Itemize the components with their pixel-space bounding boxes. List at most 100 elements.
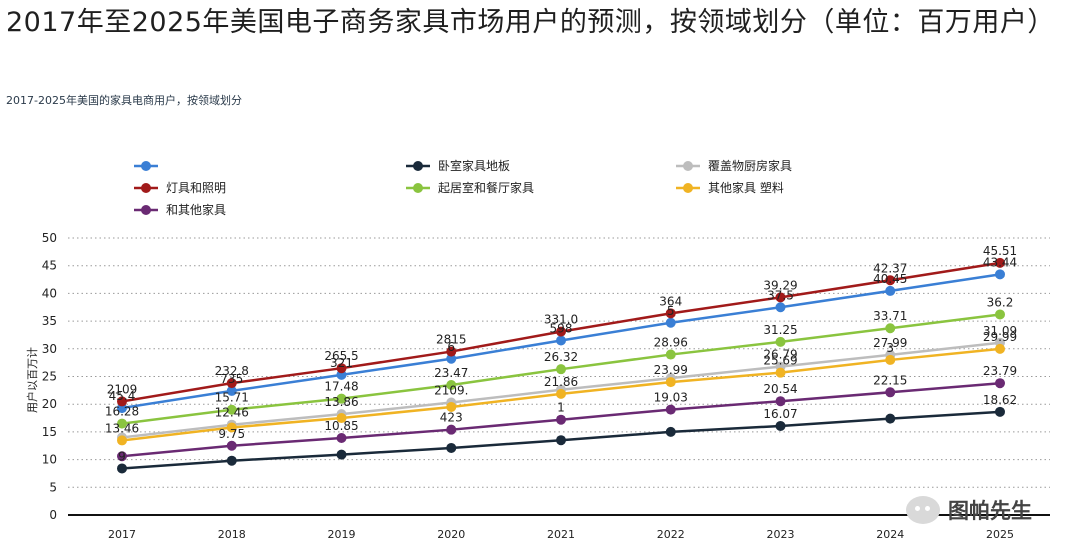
- y-tick-label: 5: [49, 480, 57, 494]
- series-group: [117, 257, 1005, 407]
- data-label: 21.86: [544, 375, 578, 389]
- data-label: 9.75: [218, 427, 245, 441]
- y-tick-label: 10: [42, 453, 57, 467]
- data-point: [117, 418, 127, 429]
- data-point: [117, 451, 127, 462]
- data-label: 25.69: [763, 354, 797, 368]
- legend-swatch-marker: [413, 183, 423, 193]
- legend-swatch-marker: [141, 183, 151, 193]
- x-tick-label: 2022: [657, 528, 685, 541]
- x-tick-label: 2025: [986, 528, 1014, 541]
- data-label: 423: [440, 411, 463, 425]
- data-point: [665, 426, 676, 437]
- data-point: [665, 377, 676, 388]
- data-point: [556, 435, 566, 446]
- y-tick-label: 15: [42, 425, 57, 439]
- y-tick-label: 50: [42, 231, 57, 245]
- legend-item: 灯具和照明: [134, 181, 226, 195]
- wechat-icon: [906, 496, 940, 524]
- data-point: [446, 379, 457, 390]
- series-group: [117, 406, 1005, 474]
- legend-item: 其他家具 塑料: [676, 180, 784, 195]
- data-point: [885, 387, 896, 398]
- x-tick-label: 2020: [437, 528, 465, 541]
- data-point: [226, 440, 237, 451]
- series-group: [117, 343, 1005, 446]
- y-tick-label: 35: [42, 314, 57, 328]
- legend-swatch-marker: [683, 161, 693, 171]
- data-point: [995, 309, 1005, 320]
- watermark: 图帕先生: [906, 495, 1032, 525]
- data-point: [885, 323, 896, 334]
- data-label: 3: [886, 341, 894, 355]
- data-point: [226, 422, 237, 433]
- data-label: 42.37: [873, 261, 907, 275]
- data-point: [446, 442, 457, 453]
- data-point: [775, 367, 786, 378]
- legend-item: [134, 161, 158, 171]
- data-label: 16.07: [763, 407, 797, 421]
- watermark-text: 图帕先生: [948, 499, 1032, 523]
- data-label: 26.32: [544, 350, 578, 364]
- data-label: 17.48: [324, 380, 358, 394]
- data-point: [556, 414, 566, 425]
- data-label: 31.25: [763, 323, 797, 337]
- data-point: [226, 385, 237, 396]
- data-label: 1: [557, 401, 565, 415]
- data-point: [117, 435, 127, 446]
- data-point: [995, 406, 1005, 417]
- data-label: 321: [330, 356, 353, 370]
- legend-swatch-marker: [413, 161, 423, 171]
- data-label: 39.29: [763, 278, 797, 292]
- data-point: [446, 424, 457, 435]
- data-point: [775, 292, 786, 303]
- data-label: 5: [667, 304, 675, 318]
- data-point: [556, 388, 566, 399]
- data-label: 29.99: [983, 330, 1017, 344]
- data-label: 40.45: [873, 272, 907, 286]
- legend-label: 灯具和照明: [166, 181, 226, 195]
- legend-label: 其他家具 塑料: [708, 180, 784, 195]
- y-tick-label: 30: [42, 342, 57, 356]
- legend-label: 覆盖物厨房家具: [708, 158, 792, 173]
- data-label: 9: [118, 449, 126, 463]
- legend-item: 和其他家具: [134, 202, 226, 217]
- series-lines: [117, 257, 1005, 474]
- data-point: [556, 326, 566, 337]
- data-label: 16.28: [105, 405, 139, 419]
- chart-subtitle: 2017-2025年美国的家具电商用户，按领域划分: [6, 94, 242, 107]
- y-axis-label: 用户以百万计: [25, 347, 39, 413]
- data-point: [995, 343, 1005, 354]
- data-point: [336, 393, 347, 404]
- data-label: 23.79: [983, 364, 1017, 378]
- data-label: 33.71: [873, 309, 907, 323]
- data-point: [665, 404, 676, 415]
- data-label: 2815: [436, 333, 467, 347]
- data-label: 735: [220, 372, 243, 386]
- data-point: [885, 275, 896, 286]
- x-tick-label: 2021: [547, 528, 575, 541]
- data-point: [995, 378, 1005, 389]
- data-label: 12.46: [215, 406, 249, 420]
- data-label: 43.44: [983, 255, 1017, 269]
- x-tick-label: 2024: [876, 528, 904, 541]
- data-label: 45.4: [109, 389, 136, 403]
- grid-lines: [68, 237, 1050, 488]
- legend-item: 起居室和餐厅家具: [406, 180, 534, 195]
- data-point: [336, 413, 347, 424]
- data-point: [336, 449, 347, 460]
- legend-label: 卧室家具地板: [438, 158, 510, 173]
- data-label: 331.0: [544, 313, 578, 327]
- data-label: 36.2: [987, 295, 1014, 309]
- data-point: [226, 455, 237, 466]
- data-label: 232.8: [215, 364, 249, 378]
- data-label: 6: [447, 340, 455, 354]
- data-point: [885, 285, 896, 296]
- data-point: [446, 353, 457, 364]
- data-label: 27.99: [873, 336, 907, 350]
- data-label: 37.5: [767, 288, 794, 302]
- x-tick-label: 2017: [108, 528, 136, 541]
